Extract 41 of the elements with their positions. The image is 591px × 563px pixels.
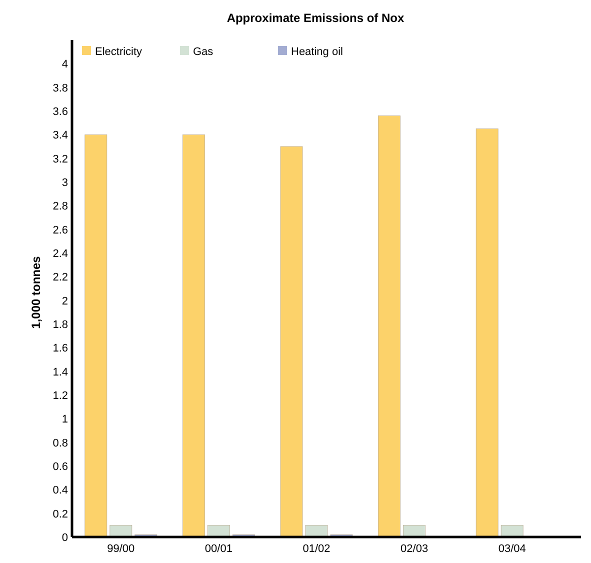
y-tick-label: 0.6 (52, 461, 68, 473)
bar (476, 128, 498, 538)
y-tick-label: 3.2 (52, 153, 68, 166)
chart-title: Approximate Emissions of Nox (226, 11, 405, 25)
y-tick-label: 1.8 (52, 319, 68, 331)
y-tick-label: 2.4 (52, 248, 68, 260)
x-tick-label: 02/03 (400, 543, 428, 555)
y-tick-label: 0.8 (52, 437, 68, 450)
bar (378, 116, 400, 538)
y-tick-label: 2.6 (52, 224, 68, 236)
x-tick-label: 99/00 (107, 543, 135, 555)
y-tick-label: 0 (62, 532, 68, 544)
bar (208, 524, 230, 538)
bar (305, 524, 328, 538)
y-tick-label: 3.6 (52, 106, 68, 118)
y-tick-label: 1.4 (52, 366, 68, 378)
bar (110, 524, 132, 538)
y-tick-label: 3 (62, 177, 68, 189)
y-tick-label: 2.2 (52, 272, 68, 284)
y-tick-label: 1.2 (52, 390, 68, 402)
x-tick-label: 00/01 (204, 543, 232, 555)
y-tick-label: 0.2 (52, 508, 68, 520)
bar (84, 134, 108, 538)
y-tick-label: 4 (62, 58, 68, 71)
y-tick-label: 2.8 (52, 200, 68, 213)
y-tick-label: 2 (62, 295, 68, 308)
x-tick-label: 01/02 (302, 543, 330, 555)
bar (500, 524, 524, 538)
bar (403, 524, 426, 538)
bar (280, 146, 303, 538)
y-tick-label: 1.6 (52, 342, 68, 355)
y-tick-label: 3.8 (52, 82, 68, 94)
legend-label: Electricity (95, 46, 143, 58)
y-tick-label: 1 (62, 414, 68, 426)
y-axis-title: 1,000 tonnes (29, 256, 43, 329)
legend-label: Gas (193, 46, 214, 58)
y-tick-label: 3.4 (52, 130, 68, 142)
x-tick-label: 03/04 (498, 543, 526, 555)
legend-label: Heating oil (291, 46, 343, 58)
bar (182, 134, 205, 538)
y-tick-label: 0.4 (52, 484, 68, 497)
